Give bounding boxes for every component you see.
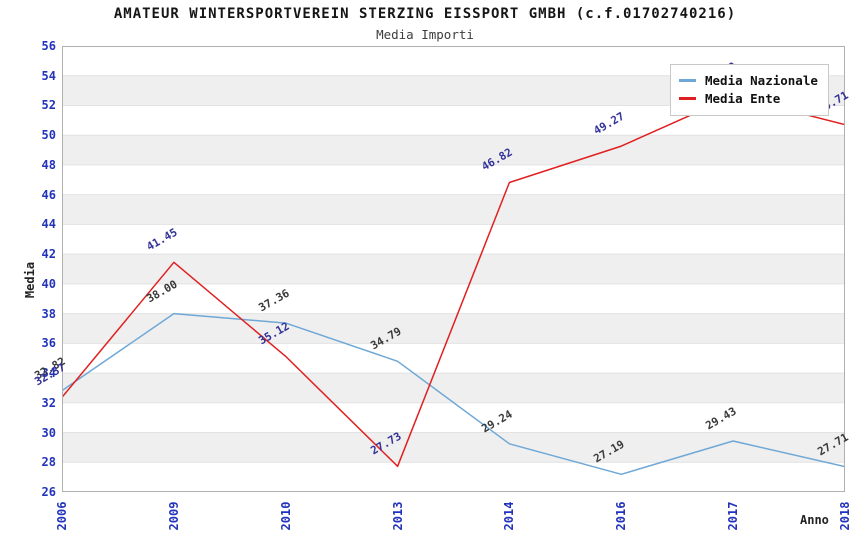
plot-border: [62, 46, 845, 492]
x-tick-label: 2016: [614, 501, 629, 531]
x-tick-label: 2014: [502, 501, 517, 531]
legend: Media Nazionale Media Ente: [670, 64, 829, 116]
plot-band: [62, 135, 845, 165]
y-tick-label: 26: [41, 485, 56, 499]
y-tick-label: 44: [41, 217, 56, 232]
y-tick-label: 34: [41, 366, 56, 381]
plot-area: [62, 46, 845, 492]
y-tick-label: 40: [41, 276, 56, 291]
y-tick-label: 38: [41, 306, 56, 321]
legend-entry-ente: Media Ente: [679, 91, 818, 106]
x-tick-label: 2009: [166, 501, 181, 531]
y-tick-label: 54: [41, 68, 56, 83]
plot-band: [62, 313, 845, 344]
plot-band: [62, 373, 845, 403]
y-tick-label: 36: [41, 336, 56, 351]
chart-title: AMATEUR WINTERSPORTVEREIN STERZING EISSP…: [113, 6, 737, 22]
y-tick-label: 52: [41, 98, 56, 113]
x-tick-label: 2013: [390, 501, 405, 531]
x-tick-label: 2017: [726, 501, 741, 531]
plot-band: [62, 432, 845, 463]
y-tick-label: 50: [41, 128, 56, 143]
x-axis-label: Anno: [800, 513, 829, 527]
chart-subtitle: Media Importi: [376, 27, 474, 42]
legend-entry-nazionale: Media Nazionale: [679, 73, 818, 88]
series-line-nazionale: [62, 312, 845, 476]
x-tick-label: 2010: [278, 501, 293, 531]
plot-band: [62, 194, 845, 225]
y-tick-label: 48: [41, 157, 56, 172]
x-tick-label: 2018: [838, 501, 850, 531]
y-tick-label: 42: [41, 247, 56, 262]
legend-label-ente: Media Ente: [705, 91, 781, 106]
ente-line-swatch-icon: [679, 97, 696, 100]
y-tick-label: 32: [41, 395, 56, 410]
y-tick-label: 30: [41, 425, 56, 440]
legend-label-nazionale: Media Nazionale: [705, 73, 818, 88]
y-tick-label: 56: [41, 39, 56, 53]
y-tick-label: 46: [41, 187, 56, 202]
nazionale-line-swatch-icon: [679, 79, 696, 82]
y-tick-label: 28: [41, 455, 56, 470]
x-tick-label: 2006: [55, 501, 69, 531]
